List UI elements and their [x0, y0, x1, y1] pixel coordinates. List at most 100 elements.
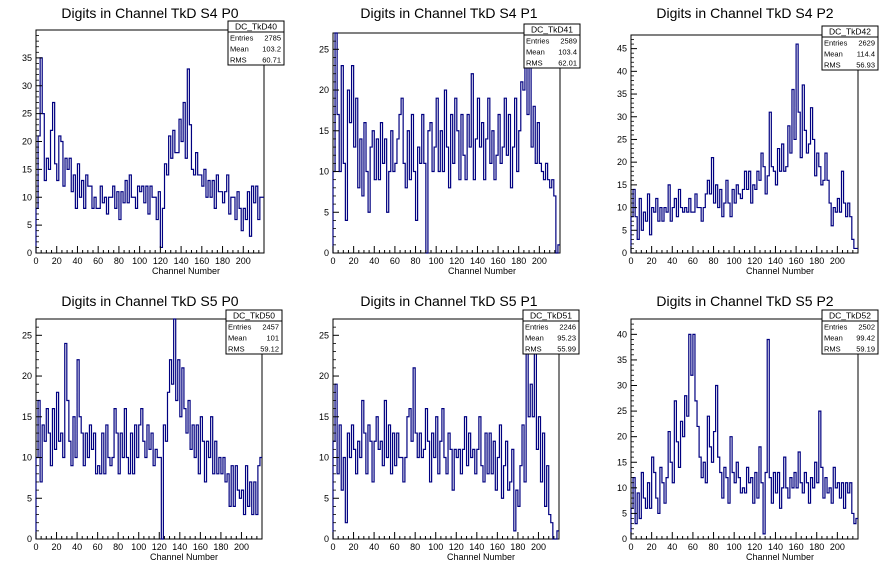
- stats-value-rms: 55.99: [557, 345, 576, 354]
- y-tick-label: 30: [617, 112, 627, 122]
- y-tick-label: 10: [617, 203, 627, 213]
- stats-label-mean: Mean: [525, 334, 544, 343]
- stats-label-rms: RMS: [525, 345, 542, 354]
- chart-title: Digits in Channel TkD S5 P1: [360, 293, 537, 309]
- y-tick-label: 5: [324, 493, 329, 503]
- stats-value-entries: 2629: [858, 39, 875, 48]
- x-axis-label: Channel Number: [746, 266, 814, 276]
- stats-label-mean: Mean: [824, 50, 843, 59]
- x-tick-label: 140: [174, 256, 189, 266]
- y-tick-label: 5: [27, 493, 32, 503]
- x-tick-label: 160: [490, 542, 505, 552]
- stats-label-rms: RMS: [228, 345, 245, 354]
- x-tick-label: 80: [709, 542, 719, 552]
- x-tick-label: 60: [93, 542, 103, 552]
- x-tick-label: 80: [411, 256, 421, 266]
- y-tick-label: 10: [22, 453, 32, 463]
- stats-label-entries: Entries: [526, 37, 550, 46]
- x-tick-label: 180: [215, 256, 230, 266]
- x-tick-label: 0: [330, 256, 335, 266]
- stats-value-entries: 2457: [262, 323, 279, 332]
- histogram-line: [35, 57, 264, 253]
- x-tick-label: 60: [688, 256, 698, 266]
- x-tick-label: 100: [132, 256, 147, 266]
- stats-label-entries: Entries: [824, 323, 848, 332]
- stats-name: DC_TkD50: [233, 311, 275, 321]
- stats-label-entries: Entries: [525, 323, 549, 332]
- x-axis-label: Channel Number: [447, 552, 515, 562]
- x-tick-label: 120: [153, 256, 168, 266]
- y-tick-label: 10: [22, 192, 32, 202]
- x-tick-label: 0: [33, 256, 38, 266]
- chart-title: Digits in Channel TkD S5 P2: [656, 293, 833, 309]
- stats-value-entries: 2589: [560, 37, 577, 46]
- stats-label-rms: RMS: [824, 345, 841, 354]
- y-tick-label: 0: [27, 248, 32, 258]
- x-tick-label: 120: [449, 256, 464, 266]
- stats-value-mean: 101: [266, 334, 279, 343]
- stats-label-entries: Entries: [824, 39, 848, 48]
- y-tick-label: 15: [617, 180, 627, 190]
- stats-label-mean: Mean: [228, 334, 247, 343]
- stats-value-rms: 59.12: [260, 345, 279, 354]
- y-tick-label: 0: [27, 534, 32, 544]
- x-tick-label: 200: [236, 256, 251, 266]
- y-tick-label: 35: [617, 89, 627, 99]
- y-tick-label: 20: [617, 432, 627, 442]
- y-tick-label: 40: [617, 66, 627, 76]
- x-tick-label: 60: [93, 256, 103, 266]
- stats-box: [523, 23, 581, 69]
- x-axis-label: Channel Number: [150, 552, 218, 562]
- x-tick-label: 20: [52, 542, 62, 552]
- x-tick-label: 20: [647, 542, 657, 552]
- x-tick-label: 200: [234, 542, 249, 552]
- x-tick-label: 200: [532, 256, 547, 266]
- stats-value-rms: 59.19: [856, 345, 875, 354]
- stats-value-mean: 95.23: [557, 334, 576, 343]
- y-tick-label: 15: [617, 457, 627, 467]
- y-tick-label: 20: [22, 137, 32, 147]
- chart-title: Digits in Channel TkD S5 P0: [61, 293, 238, 309]
- stats-box: [227, 20, 285, 66]
- x-tick-label: 140: [768, 542, 783, 552]
- x-tick-label: 160: [491, 256, 506, 266]
- x-tick-label: 120: [747, 542, 762, 552]
- x-tick-label: 0: [628, 256, 633, 266]
- y-tick-label: 20: [319, 85, 329, 95]
- stats-label-entries: Entries: [230, 34, 254, 43]
- stats-value-mean: 114.4: [857, 50, 875, 59]
- histogram-line: [332, 334, 559, 540]
- x-tick-label: 0: [33, 542, 38, 552]
- x-tick-label: 160: [789, 542, 804, 552]
- x-tick-label: 60: [688, 542, 698, 552]
- x-tick-label: 100: [727, 256, 742, 266]
- y-tick-label: 25: [22, 109, 32, 119]
- histogram-line: [35, 318, 262, 540]
- x-axis-label: Channel Number: [448, 266, 516, 276]
- stats-value-rms: 62.01: [558, 59, 577, 68]
- stats-value-entries: 2502: [858, 323, 875, 332]
- stats-label-rms: RMS: [824, 61, 841, 70]
- y-tick-label: 15: [319, 126, 329, 136]
- y-tick-label: 0: [622, 534, 627, 544]
- y-tick-label: 20: [319, 371, 329, 381]
- y-tick-label: 10: [319, 453, 329, 463]
- x-tick-label: 20: [52, 256, 62, 266]
- y-tick-label: 5: [324, 207, 329, 217]
- x-tick-label: 160: [193, 542, 208, 552]
- x-tick-label: 200: [531, 542, 546, 552]
- y-tick-label: 25: [617, 134, 627, 144]
- y-tick-label: 25: [22, 330, 32, 340]
- histogram-panel: Digits in Channel TkD S5 P20 20 40 60 80 100 1…: [617, 293, 879, 562]
- y-tick-label: 0: [622, 248, 627, 258]
- stats-name: DC_TkD51: [530, 311, 572, 321]
- stats-value-entries: 2246: [559, 323, 576, 332]
- x-tick-label: 140: [469, 542, 484, 552]
- x-tick-label: 160: [194, 256, 209, 266]
- x-tick-label: 40: [72, 542, 82, 552]
- y-tick-label: 15: [22, 412, 32, 422]
- x-tick-label: 140: [172, 542, 187, 552]
- y-tick-label: 30: [22, 81, 32, 91]
- histogram-panel: Digits in Channel TkD S4 P00 20 40 60 80 100 1…: [22, 5, 285, 276]
- x-tick-label: 80: [410, 542, 420, 552]
